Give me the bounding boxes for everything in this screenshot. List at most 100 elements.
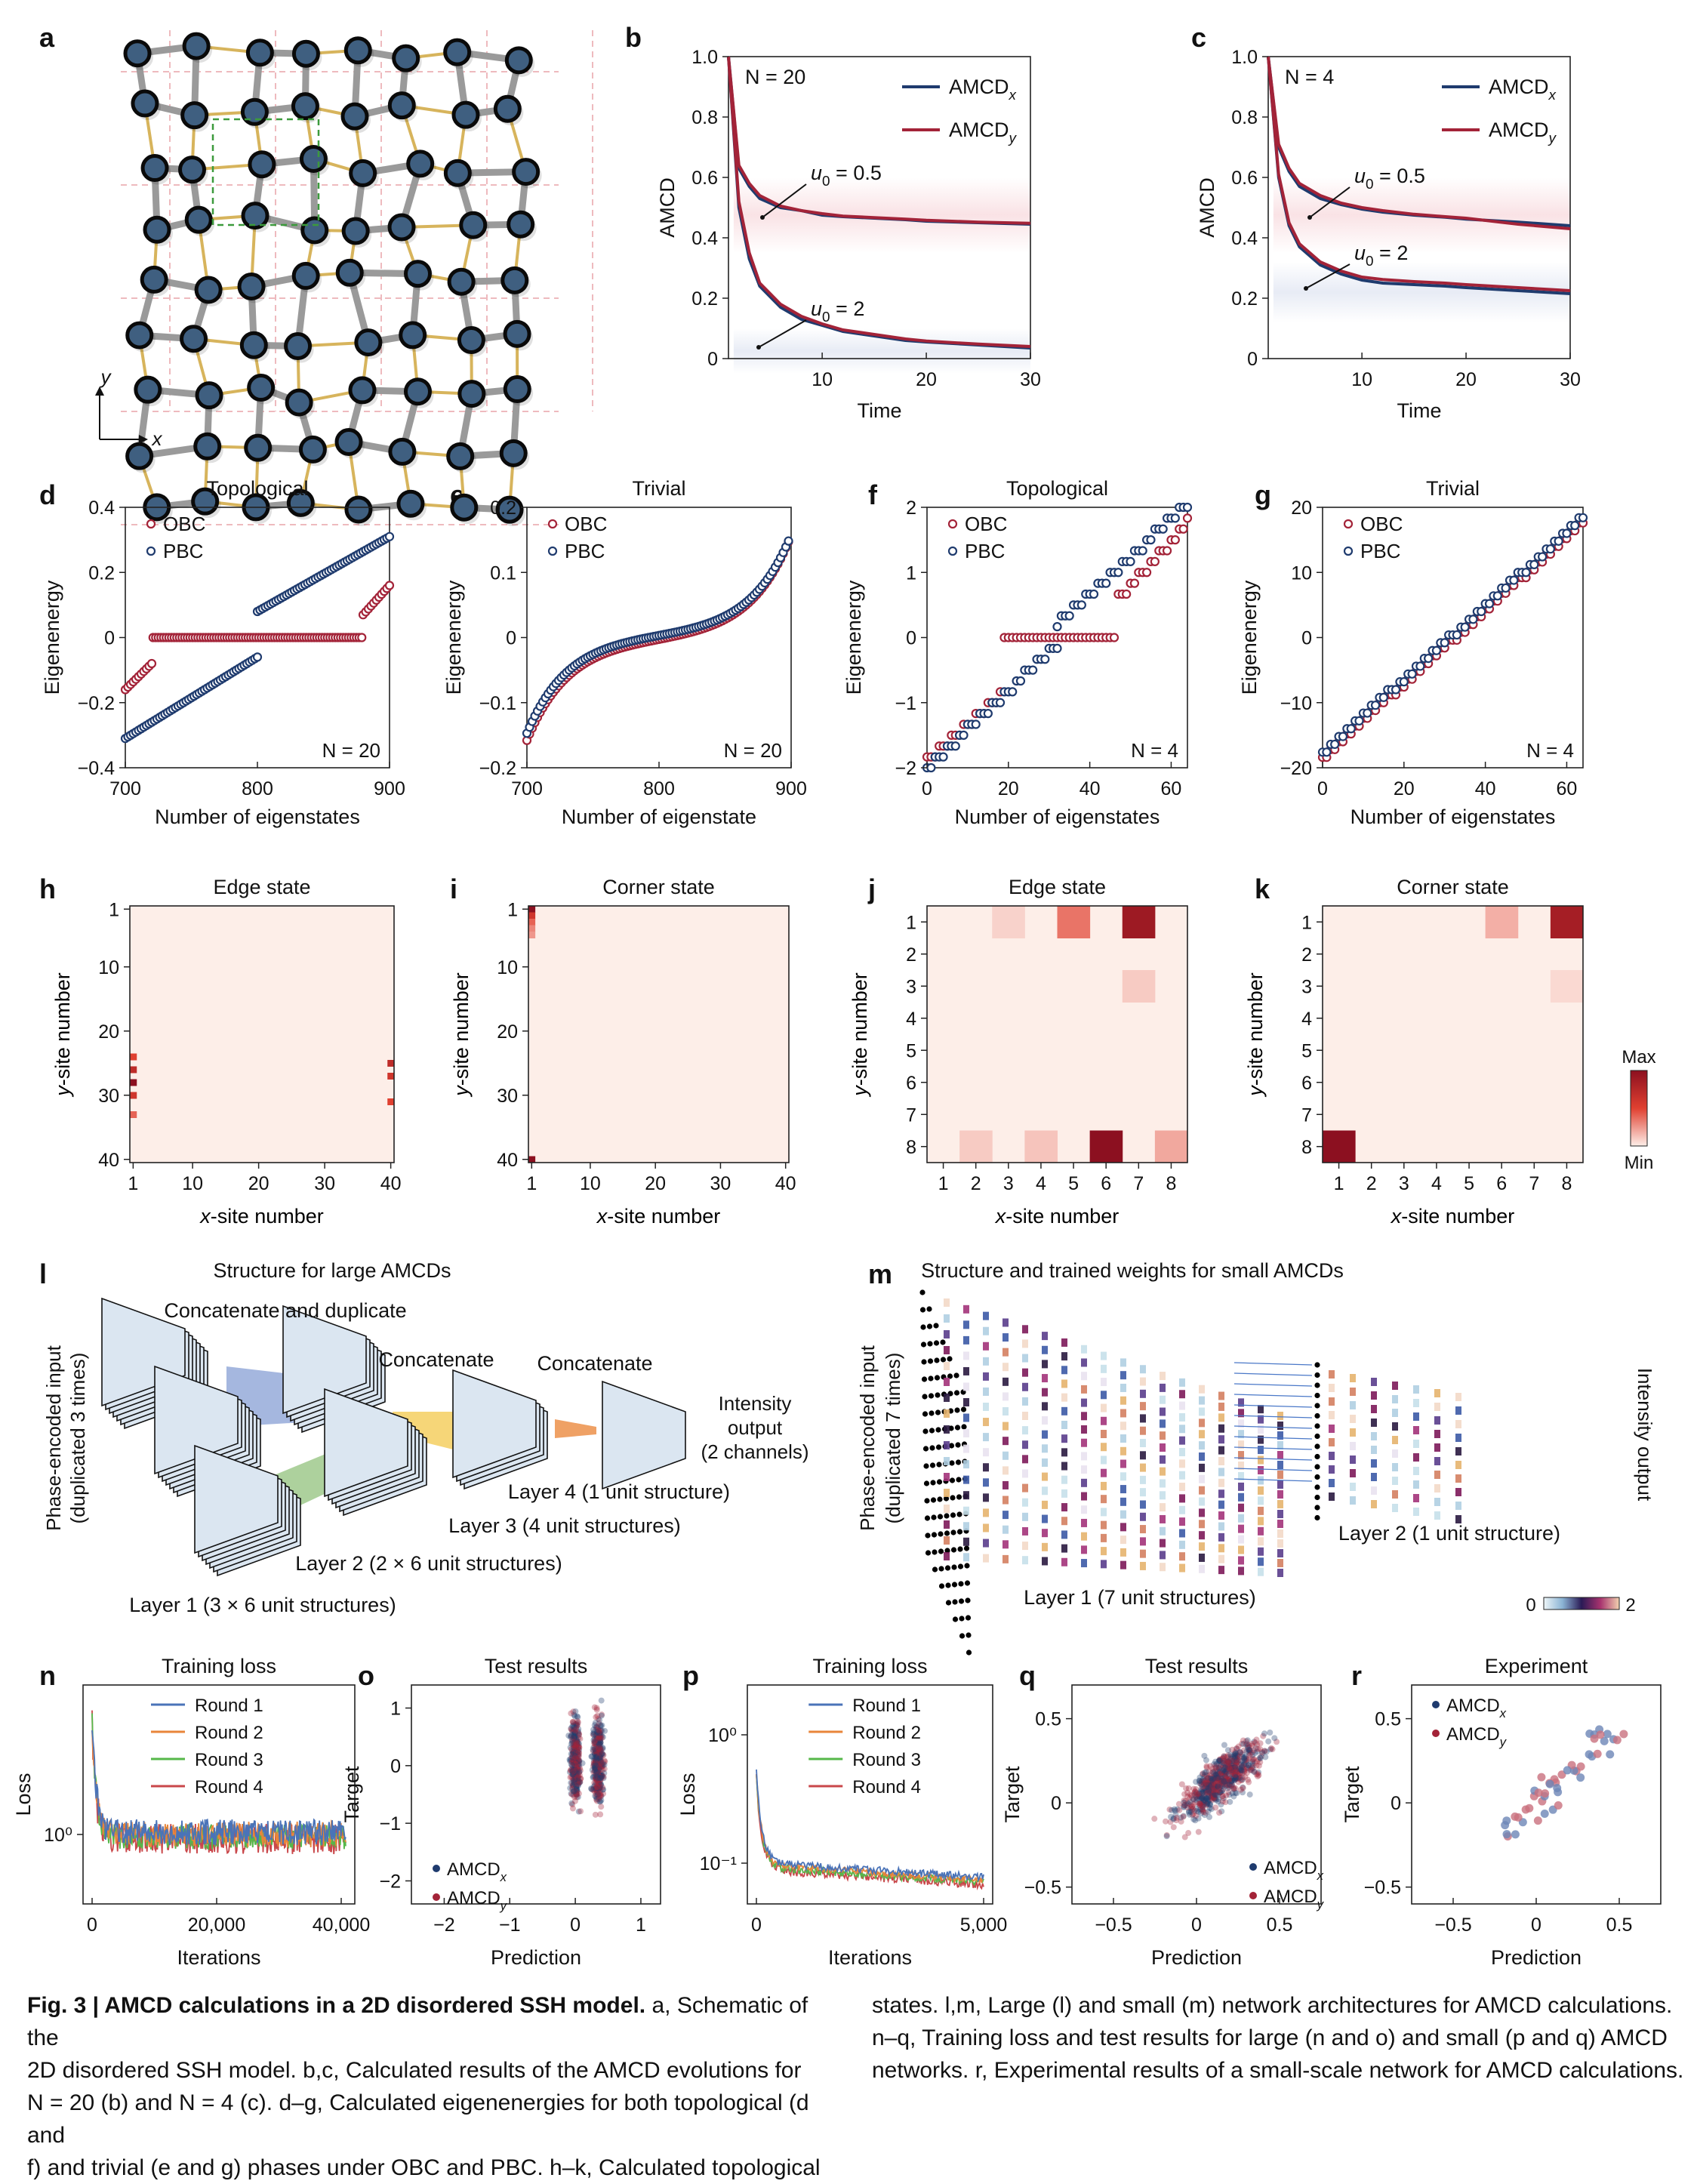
weight-cell — [1160, 1515, 1166, 1523]
x-tick-label: 20,000 — [188, 1914, 245, 1936]
eigen-point-pbc — [1409, 670, 1416, 678]
weight-cell — [1140, 1525, 1146, 1533]
weight-cell — [1434, 1389, 1440, 1397]
weight-cell — [1061, 1394, 1067, 1402]
x-axis-label: Number of eigenstates — [955, 806, 1160, 828]
eigen-point-pbc — [996, 699, 1004, 707]
weight-cell — [1277, 1500, 1283, 1508]
y-tick-label: −0.4 — [78, 758, 115, 779]
panel-letter-k: k — [1255, 873, 1270, 904]
scatter-point-amcdx — [1502, 1816, 1511, 1825]
x-tick-label: 8 — [1166, 1173, 1176, 1194]
y-tick-label: 0.4 — [1231, 228, 1258, 249]
weight-cell — [983, 1493, 989, 1502]
weight-cell — [1002, 1526, 1009, 1534]
y-tick-label: −2 — [379, 1871, 401, 1892]
y-tick-label: 1 — [1301, 912, 1312, 933]
weight-cell — [983, 1539, 989, 1548]
weight-cell — [1101, 1417, 1107, 1425]
eigen-point-pbc — [1017, 677, 1024, 685]
n-label: N = 20 — [724, 739, 782, 762]
eigen-point-pbc — [1102, 580, 1110, 587]
y-tick-label: −1 — [379, 1813, 401, 1834]
x-tick-label: 800 — [643, 778, 675, 799]
connection-arrow — [1234, 1384, 1312, 1386]
lattice-site — [133, 91, 157, 116]
input-node — [953, 1372, 959, 1378]
weight-cell — [1042, 1473, 1048, 1481]
output-label: Intensity — [719, 1392, 792, 1415]
lattice-site — [184, 34, 208, 58]
input-node — [964, 1545, 969, 1551]
eigen-point-pbc — [1510, 577, 1517, 584]
input-node — [938, 1548, 944, 1554]
weight-cell — [1140, 1451, 1146, 1459]
scatter-point-amcdx — [1261, 1730, 1267, 1736]
eigen-point-obc — [148, 660, 156, 667]
weight-cell — [1022, 1484, 1028, 1492]
weight-cell — [963, 1305, 969, 1314]
input-node — [947, 1356, 952, 1361]
panel-title: Edge state — [1009, 876, 1106, 898]
input-node — [938, 1531, 943, 1536]
weight-cell — [1042, 1515, 1048, 1523]
y-tick-label: 0.6 — [691, 168, 718, 189]
x-tick-label: −1 — [499, 1914, 521, 1936]
weight-cell — [1179, 1564, 1185, 1573]
lattice-site — [287, 390, 311, 414]
input-node — [955, 1425, 960, 1430]
scatter-point-amcdx — [1187, 1809, 1193, 1815]
input-node — [950, 1477, 955, 1483]
weight-cell — [1371, 1432, 1377, 1440]
weight-cell — [1101, 1430, 1107, 1438]
weight-cell — [1002, 1511, 1009, 1519]
lattice-site — [452, 495, 476, 519]
input-node — [924, 1480, 929, 1486]
x-axis-label: x-site number — [1390, 1205, 1515, 1228]
x-tick-label: 900 — [775, 778, 807, 799]
weight-cell — [944, 1409, 950, 1418]
lattice-site — [142, 267, 166, 291]
weight-cell — [983, 1388, 989, 1396]
eigen-point-pbc — [254, 653, 261, 661]
scatter-point-amcdx — [1172, 1807, 1178, 1813]
n-label: N = 20 — [745, 66, 805, 88]
weight-cell — [963, 1429, 969, 1437]
heatmap-background — [130, 906, 394, 1163]
weight-cell — [1434, 1484, 1440, 1492]
y-tick-label: −0.2 — [78, 693, 115, 714]
weight-cell — [1455, 1434, 1461, 1442]
y-axis-label: y-site number — [450, 972, 473, 1098]
legend-marker — [1344, 547, 1352, 555]
heatmap-cell — [528, 906, 535, 913]
shaded-band — [734, 177, 1030, 253]
output-label: (2 channels) — [701, 1440, 808, 1463]
scatter-point-amcdy — [1212, 1764, 1218, 1770]
y-tick-label: −0.1 — [479, 693, 516, 714]
scatter-point-amcdy — [1535, 1788, 1543, 1797]
weight-cell — [1199, 1508, 1205, 1517]
weight-cell — [1199, 1542, 1205, 1551]
x-tick-label: 5 — [1464, 1173, 1474, 1194]
scatter-point-amcdy — [1236, 1744, 1242, 1750]
heatmap-cell — [992, 906, 1025, 938]
x-tick-label: 10 — [1351, 369, 1372, 390]
weight-cell — [983, 1478, 989, 1486]
x-axis-label: Prediction — [1151, 1946, 1242, 1969]
weight-cell — [1218, 1501, 1224, 1509]
weight-cell — [1258, 1517, 1264, 1525]
layer2-stack-bottom — [325, 1389, 427, 1515]
weight-cell — [1413, 1412, 1419, 1421]
weight-cell — [1042, 1416, 1048, 1425]
legend-label: AMCDx — [1264, 1858, 1324, 1883]
output-label: Intensity output — [1634, 1368, 1656, 1502]
n-label: N = 4 — [1285, 66, 1334, 88]
eigen-point-pbc — [1392, 686, 1400, 694]
y-tick-label: 10 — [98, 957, 119, 978]
panel-title: Trivial — [1426, 477, 1480, 500]
eigen-point-pbc — [1579, 514, 1587, 522]
weight-cell — [1179, 1471, 1185, 1480]
eigen-point-pbc — [1323, 748, 1330, 756]
connection-arrow — [1234, 1468, 1312, 1471]
weight-cell — [944, 1346, 950, 1354]
